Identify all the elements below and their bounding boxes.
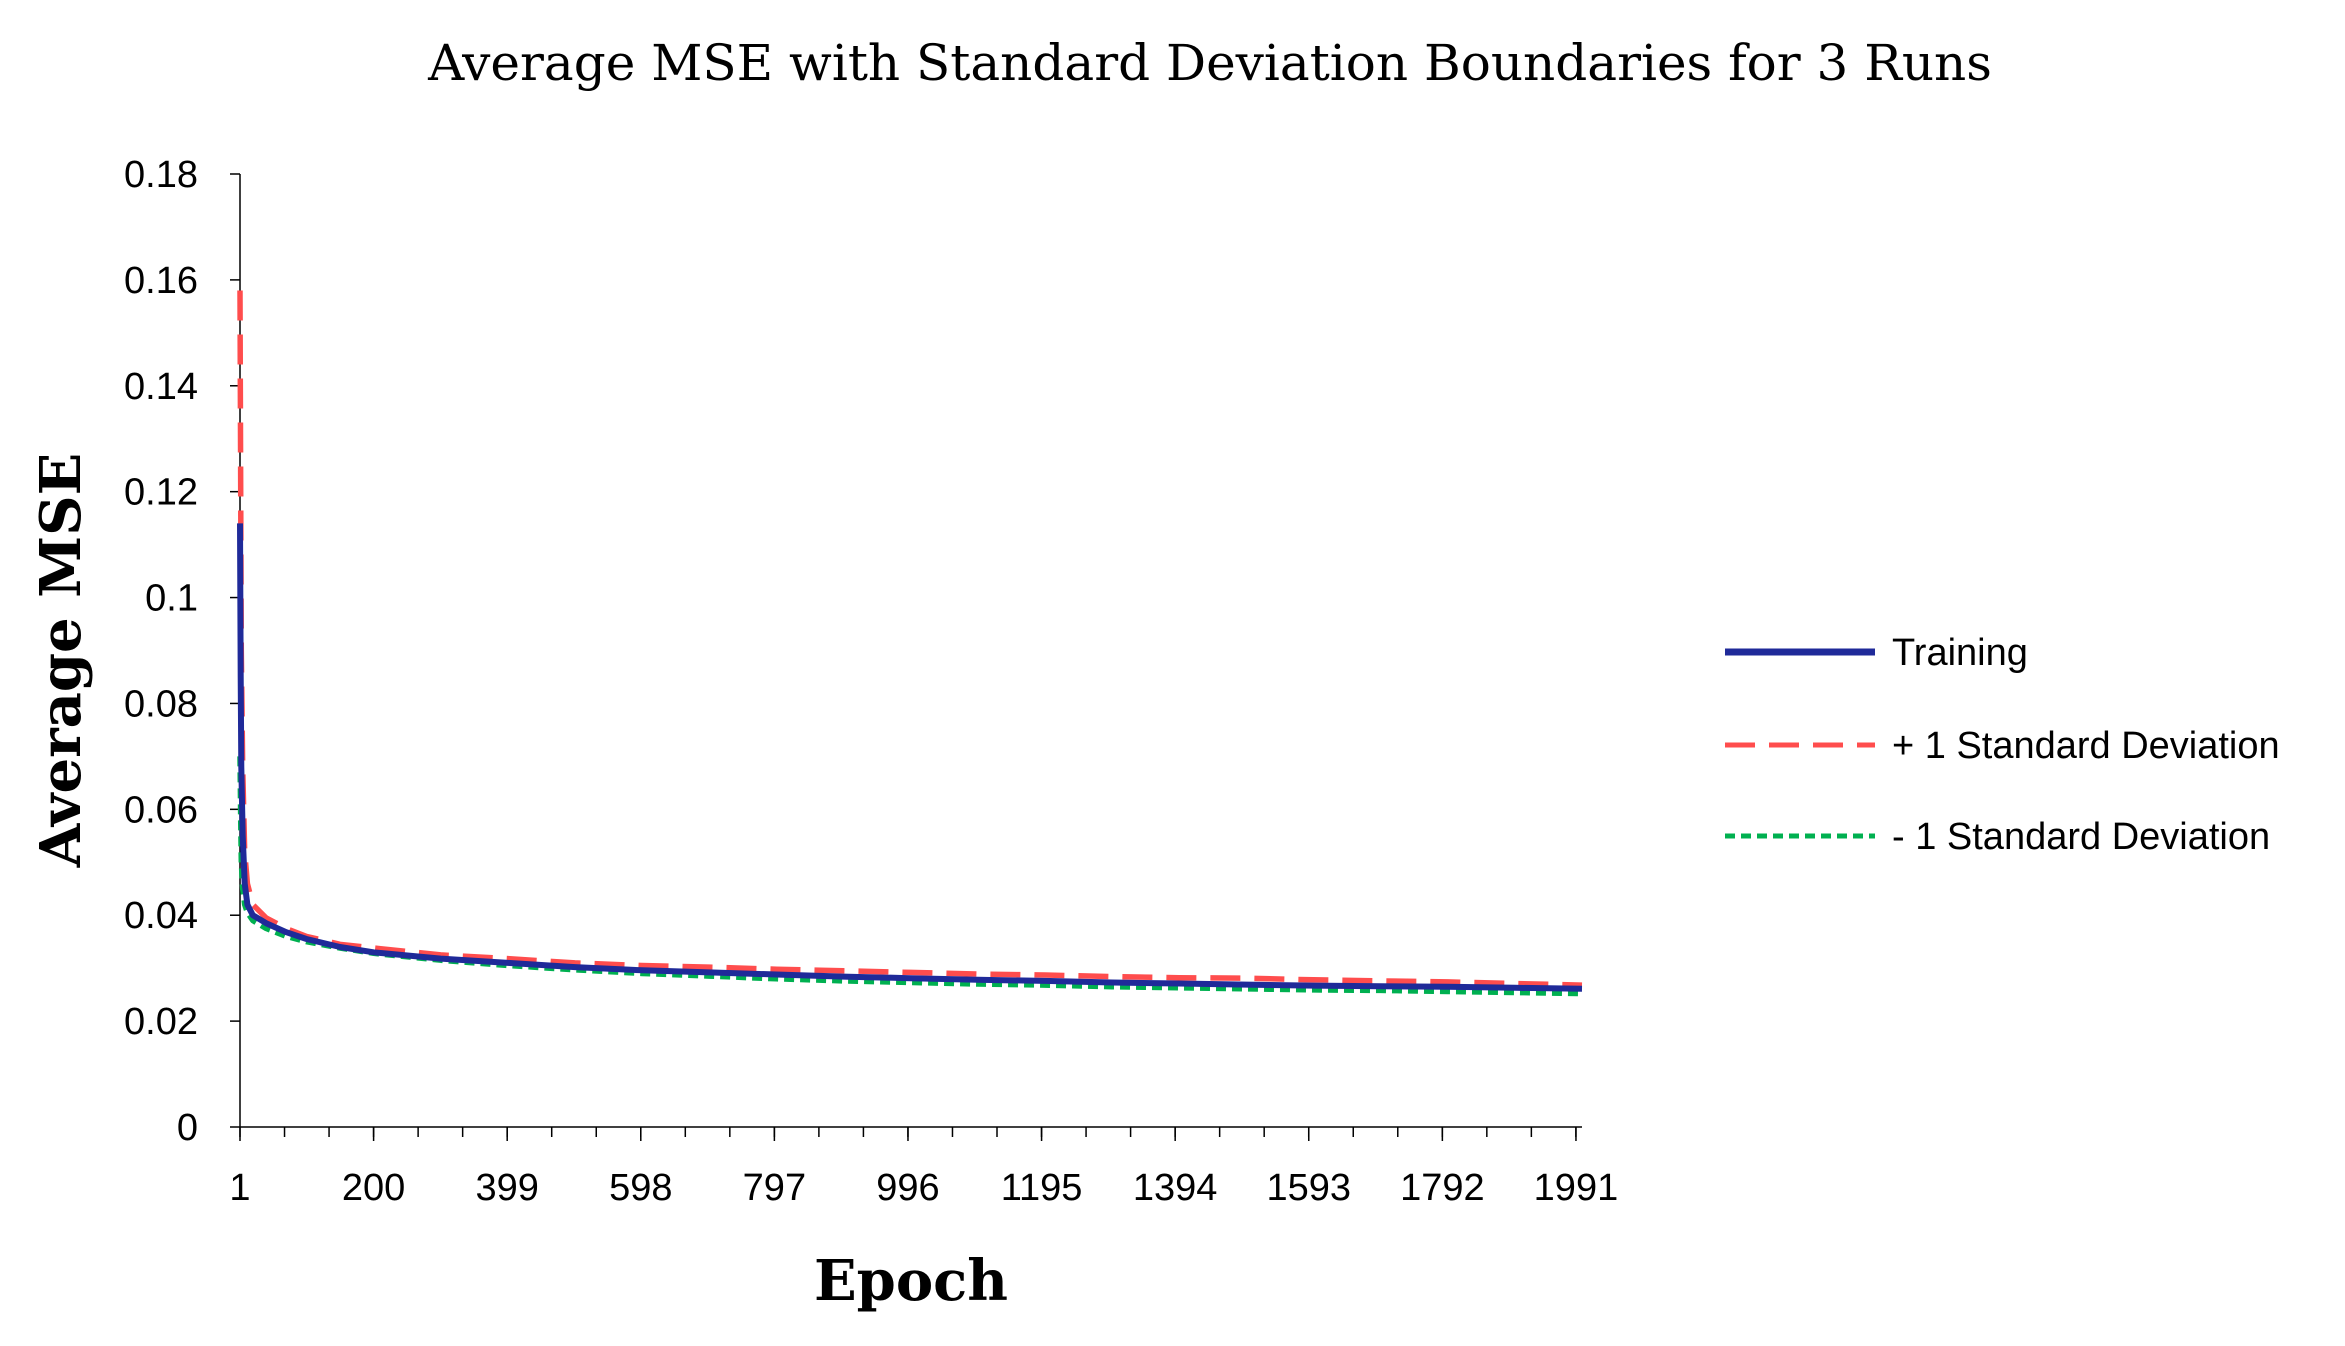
y-tick-label: 0.04 bbox=[124, 895, 198, 937]
x-axis-title: Epoch bbox=[814, 1248, 1008, 1314]
legend-label-1: + 1 Standard Deviation bbox=[1892, 725, 2280, 767]
legend-label-0: Training bbox=[1892, 632, 2028, 674]
x-tick-label: 1195 bbox=[1001, 1167, 1083, 1209]
x-tick-label: 200 bbox=[342, 1167, 405, 1209]
legend: Training + 1 Standard Deviation - 1 Standa… bbox=[1725, 632, 2280, 858]
x-tick-label: 1991 bbox=[1534, 1167, 1619, 1209]
y-axis-title: Average MSE bbox=[28, 453, 94, 869]
x-tick-label: 1792 bbox=[1400, 1167, 1485, 1209]
x-ticks: 1 200 399 598 797 996 1195 1394 1593 1792 1991 bbox=[229, 1127, 1618, 1209]
y-tick-label: 0.02 bbox=[124, 1001, 198, 1043]
series-group bbox=[237, 290, 1583, 997]
x-tick-label: 797 bbox=[743, 1167, 806, 1209]
x-tick-label: 1 bbox=[229, 1167, 250, 1209]
series-line-1 bbox=[237, 290, 1583, 988]
x-tick-label: 1394 bbox=[1133, 1167, 1218, 1209]
plot-area: 0 0.02 0.04 0.06 0.08 0.1 0.12 0.14 0.16 0.18 1 20… bbox=[124, 154, 1618, 1209]
y-ticks: 0 0.02 0.04 0.06 0.08 0.1 0.12 0.14 0.16 0.18 bbox=[124, 154, 240, 1149]
y-tick-label: 0.08 bbox=[124, 683, 198, 725]
x-tick-label: 1593 bbox=[1266, 1167, 1351, 1209]
y-tick-label: 0.12 bbox=[124, 472, 198, 514]
x-tick-label: 996 bbox=[876, 1167, 939, 1209]
y-tick-label: 0.18 bbox=[124, 154, 198, 196]
y-tick-label: 0.1 bbox=[145, 578, 198, 620]
chart-title: Average MSE with Standard Deviation Boun… bbox=[427, 34, 1992, 92]
x-tick-label: 598 bbox=[609, 1167, 672, 1209]
legend-label-2: - 1 Standard Deviation bbox=[1892, 816, 2270, 858]
y-tick-label: 0 bbox=[177, 1107, 198, 1149]
series-line-0 bbox=[237, 523, 1583, 992]
y-tick-label: 0.16 bbox=[124, 260, 198, 302]
y-tick-label: 0.06 bbox=[124, 789, 198, 831]
y-tick-label: 0.14 bbox=[124, 366, 198, 408]
x-tick-label: 399 bbox=[475, 1167, 538, 1209]
